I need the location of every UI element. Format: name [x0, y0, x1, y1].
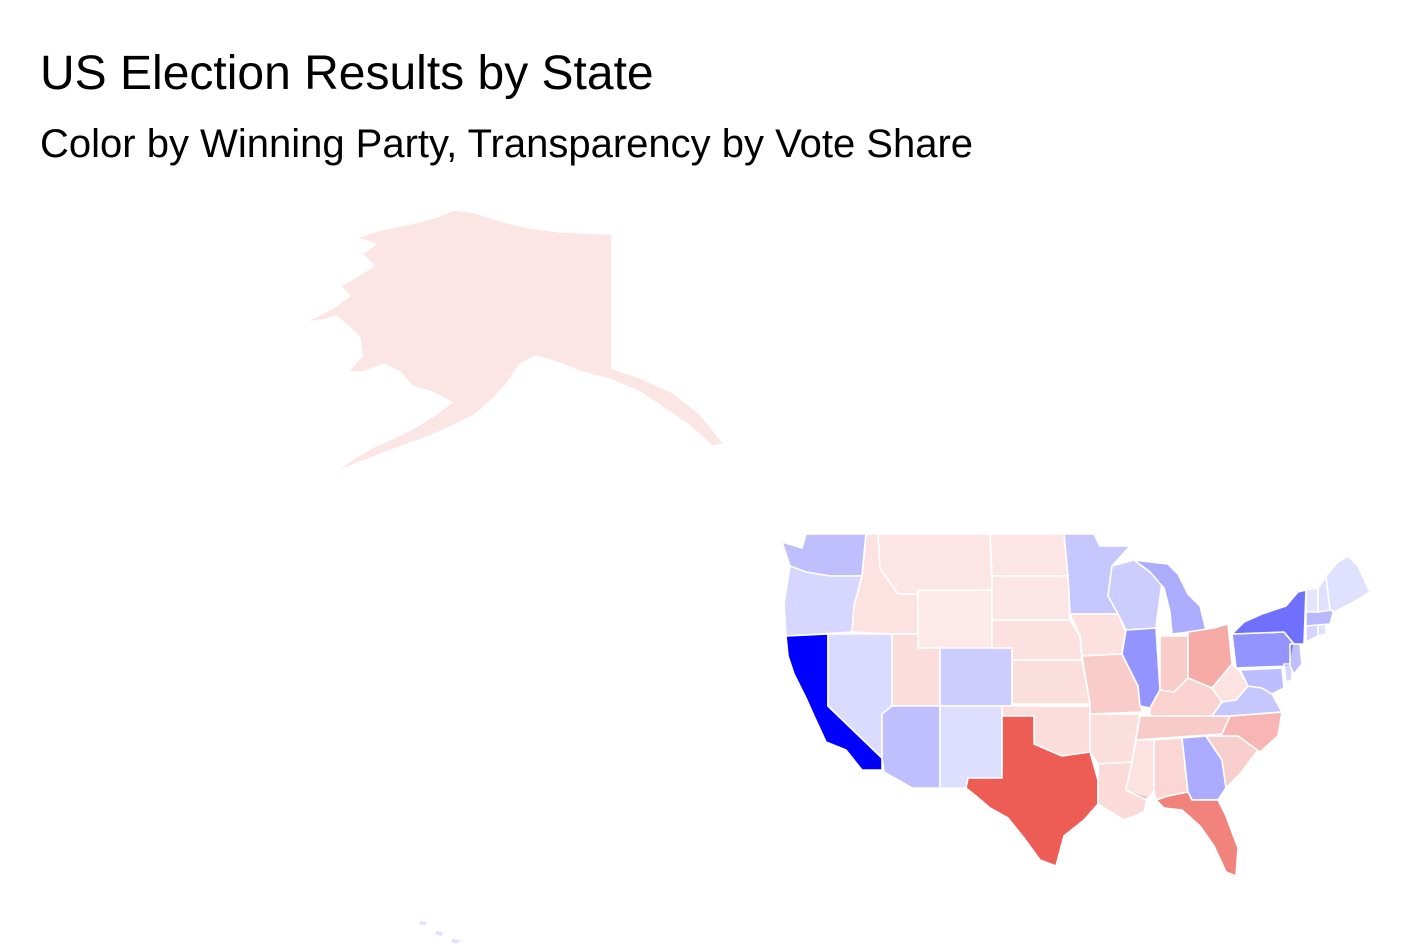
state-MD[interactable] [1239, 667, 1285, 695]
state-ND[interactable] [989, 533, 1069, 577]
state-IL[interactable] [1121, 627, 1161, 709]
state-MT[interactable] [877, 533, 993, 595]
state-WY[interactable] [917, 589, 993, 649]
state-PA[interactable] [1231, 631, 1295, 669]
state-KS[interactable] [1011, 659, 1091, 705]
state-OR[interactable] [783, 565, 863, 637]
state-ME[interactable] [1325, 555, 1371, 613]
state-NY[interactable] [1231, 589, 1307, 645]
map-title: US Election Results by State [40, 47, 654, 100]
map-subtitle: Color by Winning Party, Transparency by … [40, 122, 974, 166]
state-TX[interactable] [965, 715, 1099, 867]
state-VT[interactable] [1305, 587, 1319, 613]
state-NJ[interactable] [1289, 643, 1303, 675]
state-RI[interactable] [1317, 623, 1327, 637]
state-NM[interactable] [939, 705, 1003, 789]
state-CT[interactable] [1305, 623, 1319, 643]
state-AZ[interactable] [881, 705, 941, 789]
state-AK[interactable] [303, 209, 725, 473]
state-HI[interactable] [417, 919, 463, 944]
state-CO[interactable] [939, 647, 1013, 707]
state-FL[interactable] [1155, 791, 1239, 877]
state-SD[interactable] [991, 575, 1071, 621]
